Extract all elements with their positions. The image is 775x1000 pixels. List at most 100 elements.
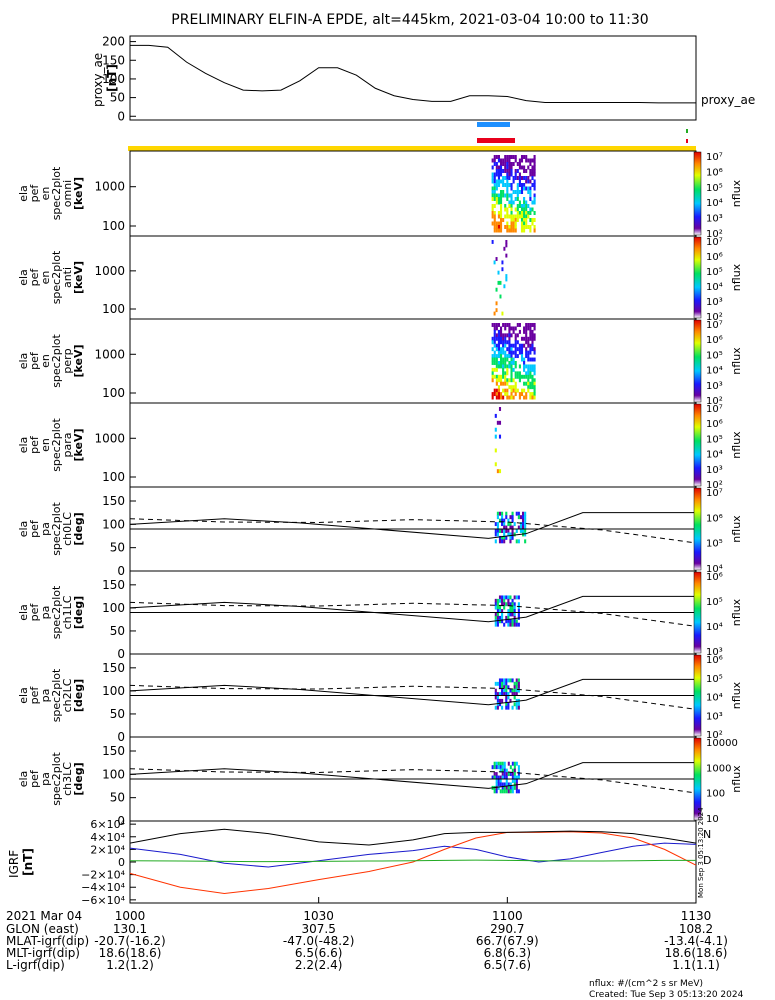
heatmap-cell	[496, 515, 499, 520]
heatmap-cell	[513, 622, 516, 627]
heatmap-cell	[512, 350, 515, 355]
heatmap-cell	[513, 702, 516, 707]
heatmap-cell	[505, 525, 508, 530]
heatmap-cell	[511, 511, 514, 516]
colorbar-tick-label: 10	[706, 814, 719, 825]
heatmap-cell	[493, 162, 496, 166]
heatmap-cell	[508, 385, 511, 390]
heatmap-cell	[504, 354, 507, 359]
heatmap-cell	[504, 357, 507, 362]
heatmap-cell	[491, 211, 494, 215]
heatmap-cell	[505, 253, 508, 258]
heatmap-cell	[499, 329, 503, 334]
y-axis-label-line: [keV]	[72, 428, 85, 461]
heatmap-cell	[533, 172, 536, 177]
heatmap-cell	[511, 609, 514, 613]
heatmap-cell	[504, 169, 507, 173]
heatmap-cell	[510, 333, 513, 338]
heatmap-cell	[495, 228, 498, 233]
heatmap-cell	[514, 385, 517, 390]
heatmap-cell	[495, 779, 498, 783]
heatmap-cell	[499, 207, 503, 212]
heatmap-cell	[498, 469, 502, 474]
y-tick-label: 0	[117, 564, 125, 578]
heatmap-cell	[498, 609, 502, 613]
heatmap-cell	[531, 169, 534, 173]
heatmap-cell	[505, 602, 508, 607]
heatmap-cell	[511, 775, 514, 780]
heatmap-cell	[503, 692, 506, 696]
heatmap-cell	[495, 308, 498, 313]
heatmap-cell	[512, 367, 515, 372]
heatmap-cell	[514, 176, 517, 180]
heatmap-cell	[498, 615, 502, 620]
heatmap-cell	[495, 197, 498, 201]
heatmap-cell	[515, 761, 518, 766]
y-axis-label: elapefpaspec2plotch0LC[deg]	[17, 502, 85, 556]
heatmap-cell	[493, 260, 496, 265]
heatmap-cell	[525, 225, 528, 229]
heatmap-cell	[513, 595, 516, 600]
heatmap-cell	[515, 702, 518, 707]
heatmap-cell	[511, 789, 514, 794]
heatmap-cell	[513, 695, 516, 700]
heatmap-cell	[493, 354, 496, 359]
heatmap-cell	[520, 183, 524, 187]
heatmap-cell	[520, 343, 524, 348]
heatmap-cell	[527, 204, 530, 208]
colorbar-tick-label: 10⁶	[706, 335, 723, 346]
y-axis-label: elapefenspec2plotpara[keV]	[17, 418, 85, 472]
heatmap-cell	[495, 347, 498, 352]
heatmap-cell	[505, 772, 508, 777]
heatmap-cell	[502, 340, 505, 345]
y-tick-label: 150	[102, 744, 125, 758]
heatmap-cell	[507, 695, 510, 700]
heatmap-cell	[502, 388, 505, 393]
heatmap-cell	[506, 214, 509, 219]
heatmap-cell	[501, 518, 504, 523]
heatmap-cell	[531, 323, 534, 327]
heatmap-cell	[508, 155, 511, 159]
heatmap-cell	[518, 183, 521, 187]
heatmap-cell	[515, 692, 518, 696]
y-axis-label-line: pef	[28, 184, 41, 203]
heatmap-cell	[515, 785, 518, 790]
y-tick-label: 150	[102, 494, 125, 508]
loss-cone-line	[129, 678, 696, 706]
heatmap-cell	[497, 378, 500, 383]
heatmap-cell	[508, 343, 511, 348]
heatmap-cell	[520, 392, 524, 397]
colorbar-label: nflux	[730, 347, 743, 375]
heatmap-cell	[502, 343, 505, 348]
heatmap-cell	[525, 381, 528, 386]
heatmap-cell	[501, 772, 504, 777]
y-axis-label-line: spec2plot	[50, 334, 63, 388]
heatmap-cell	[491, 221, 494, 226]
heatmap-cell	[508, 347, 511, 352]
heatmap-cell	[523, 388, 526, 393]
y-tick-label: 150	[102, 53, 125, 67]
heatmap-cell	[493, 193, 496, 198]
heatmap-cell	[496, 615, 499, 620]
heatmap-cell	[505, 692, 508, 696]
heatmap-cell	[509, 622, 512, 627]
units-note: nflux: #/(cm^2 s sr MeV)	[589, 979, 703, 989]
heatmap-cell	[503, 529, 506, 533]
heatmap-cell	[509, 605, 512, 610]
heatmap-cell	[499, 775, 502, 780]
heatmap-cell	[510, 183, 513, 187]
heatmap-cell	[491, 197, 494, 201]
heatmap-cell	[499, 336, 503, 341]
heatmap-cell	[509, 789, 512, 794]
heatmap-cell	[497, 340, 500, 345]
heatmap-cell	[508, 193, 511, 198]
heatmap-cell	[495, 388, 498, 393]
colorbar-tick-label: 10²	[706, 229, 723, 240]
heatmap-cell	[517, 789, 520, 794]
heatmap-cell	[498, 420, 502, 425]
time-tick-label: 1100	[492, 909, 523, 923]
heatmap-cell	[517, 515, 520, 520]
heatmap-cell	[509, 619, 512, 624]
heatmap-cell	[527, 176, 530, 180]
heatmap-cell	[518, 329, 521, 334]
